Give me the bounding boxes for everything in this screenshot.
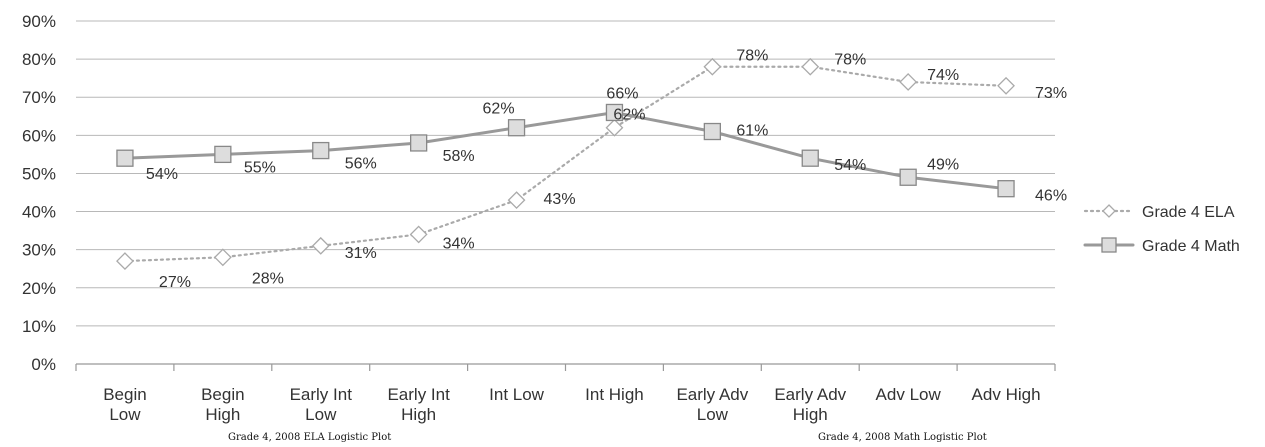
ela-data-label: 74% <box>927 67 959 84</box>
ela-point-marker <box>116 252 134 271</box>
legend: Grade 4 ELA Grade 4 Math <box>1083 204 1240 255</box>
ela-point-marker <box>409 225 428 244</box>
math-data-label: 49% <box>927 156 959 173</box>
ela-point-marker <box>801 57 820 76</box>
math-point-marker <box>997 180 1015 198</box>
y-tick-label: 10% <box>22 317 56 336</box>
legend-math-label: Grade 4 Math <box>1142 238 1240 255</box>
y-tick-label: 30% <box>22 241 56 260</box>
y-tick-label: 50% <box>22 164 56 183</box>
legend-ela-label: Grade 4 ELA <box>1142 204 1235 221</box>
math-point-marker <box>409 134 428 152</box>
math-point-marker <box>899 168 917 186</box>
category-label: Adv Low <box>876 385 942 404</box>
category-label: Begin High <box>201 385 244 424</box>
math-point-marker <box>801 149 819 167</box>
math-point-marker <box>312 141 330 160</box>
ela-data-label: 78% <box>736 48 768 65</box>
y-tick-label: 40% <box>22 203 56 222</box>
x-axis <box>75 363 1056 371</box>
math-point-marker <box>507 119 526 137</box>
category-label: Int High <box>585 385 644 404</box>
category-label: Int Low <box>489 385 545 404</box>
ela-data-label: 73% <box>1035 85 1067 102</box>
ela-plot-caption: Grade 4, 2008 ELA Logistic Plot <box>228 432 392 443</box>
math-data-label: 55% <box>244 159 276 176</box>
math-point-marker <box>116 149 134 167</box>
x-axis-tick-labels: Begin Low Begin High Early Int Low Early Int Hi… <box>103 385 1040 424</box>
series-markers <box>116 57 1015 271</box>
ela-point-marker <box>899 73 918 91</box>
y-tick-label: 70% <box>22 88 56 107</box>
ela-point-marker <box>311 236 330 255</box>
y-tick-label: 60% <box>22 126 56 145</box>
ela-data-label: 78% <box>834 52 866 69</box>
math-series-line <box>123 110 1008 191</box>
math-point-marker <box>214 145 232 164</box>
ela-data-label: 62% <box>613 107 645 124</box>
math-point-marker <box>703 122 721 141</box>
math-data-label: 54% <box>834 157 866 174</box>
ela-data-label: 43% <box>544 191 576 208</box>
y-tick-label: 80% <box>22 50 56 69</box>
category-label: Early Adv Low <box>676 385 748 424</box>
math-data-label: 58% <box>443 148 475 165</box>
math-data-label: 62% <box>483 101 515 118</box>
gridlines <box>76 20 1055 327</box>
ela-point-marker <box>507 191 526 210</box>
math-point-marker <box>605 103 624 122</box>
ela-point-marker <box>605 118 624 137</box>
category-label: Early Adv High <box>774 385 846 424</box>
legend-math-marker <box>1101 237 1117 253</box>
y-tick-label: 20% <box>22 279 56 298</box>
ela-data-label: 28% <box>252 270 284 287</box>
math-data-label: 46% <box>1035 188 1067 205</box>
category-label: Early Int Low <box>290 385 353 424</box>
y-axis-tick-labels: 0% 10% 20% 30% 40% 50% 60% 70% 80% 90% <box>22 12 56 374</box>
line-chart: 0%10%20%30%40%50%60%70%80%90% Begin LowBe… <box>22 12 1240 424</box>
ela-data-label: 31% <box>345 245 377 262</box>
category-label: Begin Low <box>103 385 146 424</box>
ela-point-marker <box>213 248 232 267</box>
y-tick-label: 0% <box>31 355 56 374</box>
y-tick-label: 90% <box>22 12 56 31</box>
data-labels: 27% 28% 31% 34% 43% 62% 78% 78% 74% 73% 54% 55% 56% 5… <box>146 48 1067 291</box>
ela-data-label: 34% <box>443 235 475 252</box>
math-plot-caption: Grade 4, 2008 Math Logistic Plot <box>818 432 987 443</box>
category-label: Adv High <box>972 385 1041 404</box>
math-data-label: 66% <box>606 85 638 102</box>
math-data-label: 56% <box>345 156 377 173</box>
legend-ela-marker <box>1102 204 1116 218</box>
category-label: Early Int High <box>387 385 450 424</box>
ela-point-marker <box>997 76 1015 95</box>
ela-point-marker <box>703 57 722 76</box>
math-data-label: 61% <box>736 123 768 140</box>
ela-data-label: 27% <box>159 274 191 291</box>
series-lines <box>123 65 1008 263</box>
math-data-label: 54% <box>146 166 178 183</box>
